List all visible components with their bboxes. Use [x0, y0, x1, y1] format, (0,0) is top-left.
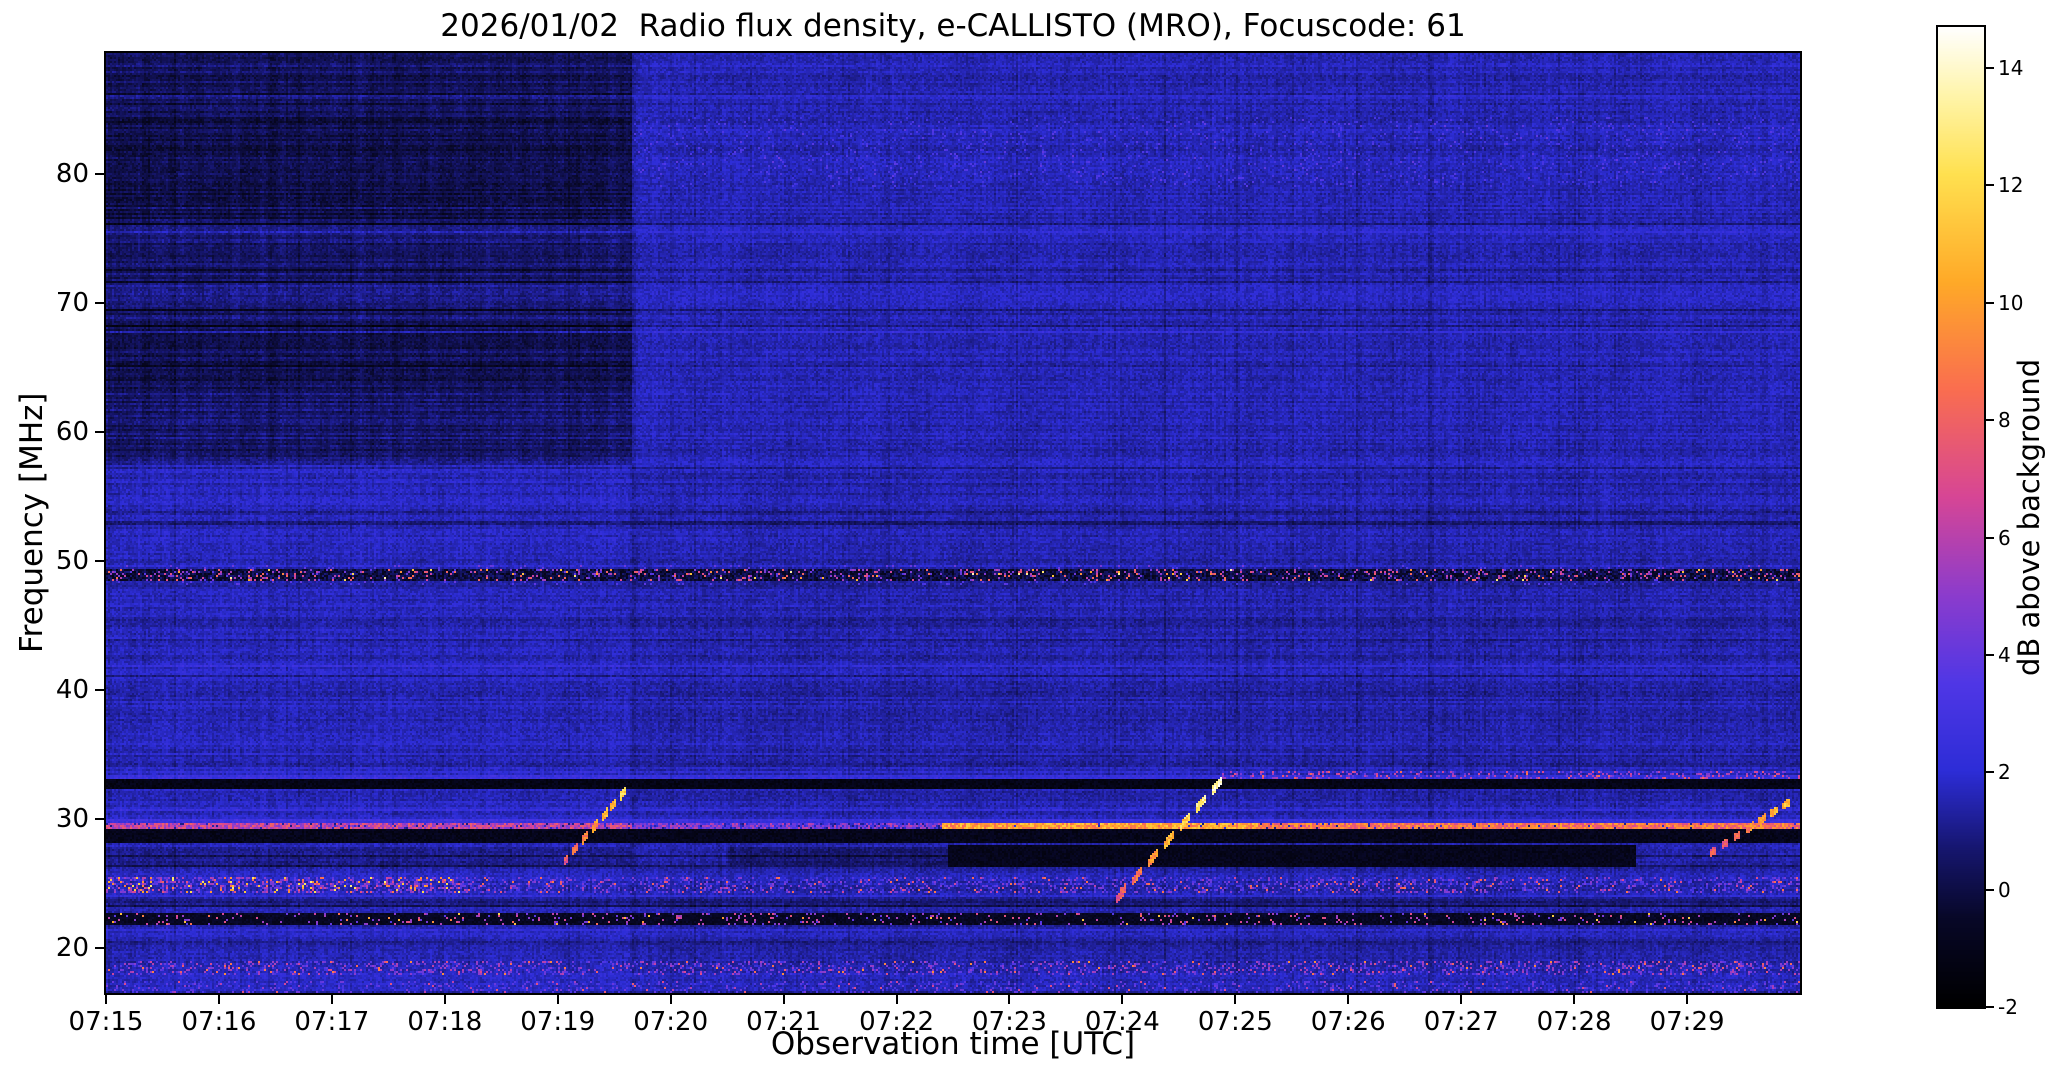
- colorbar: [1936, 25, 1986, 1009]
- y-tick-mark: [95, 688, 104, 691]
- y-tick-mark: [95, 431, 104, 434]
- x-tick-mark: [1008, 995, 1011, 1004]
- colorbar-tick-mark: [1986, 888, 1994, 891]
- x-tick-label: 07:17: [294, 1007, 370, 1037]
- colorbar-tick-mark: [1986, 301, 1994, 304]
- colorbar-label: dB above background: [2012, 358, 2046, 676]
- colorbar-tick-label: 8: [1998, 408, 2011, 433]
- colorbar-tick-mark: [1986, 184, 1994, 187]
- y-tick-label: 70: [55, 288, 89, 319]
- x-tick-mark: [443, 995, 446, 1004]
- x-tick-label: 07:23: [971, 1007, 1047, 1037]
- x-tick-label: 07:28: [1536, 1007, 1612, 1037]
- x-tick-mark: [1121, 995, 1124, 1004]
- x-tick-label: 07:25: [1197, 1007, 1273, 1037]
- x-tick-mark: [330, 995, 333, 1004]
- x-tick-mark: [556, 995, 559, 1004]
- colorbar-tick-mark: [1986, 771, 1994, 774]
- colorbar-canvas: [1938, 27, 1984, 1007]
- x-tick-label: 07:19: [520, 1007, 596, 1037]
- x-tick-mark: [217, 995, 220, 1004]
- colorbar-tick-label: 10: [1998, 290, 2024, 315]
- x-tick-label: 07:20: [633, 1007, 709, 1037]
- colorbar-tick-mark: [1986, 67, 1994, 70]
- x-tick-label: 07:22: [859, 1007, 934, 1037]
- y-tick-mark: [95, 946, 104, 949]
- y-tick-mark: [95, 817, 104, 820]
- x-tick-label: 07:26: [1310, 1007, 1386, 1037]
- x-tick-label: 07:24: [1084, 1007, 1160, 1037]
- colorbar-tick-label: 0: [1998, 877, 2011, 902]
- x-tick-label: 07:16: [181, 1007, 257, 1037]
- colorbar-tick-label: 14: [1998, 56, 2024, 81]
- colorbar-tick-label: 2: [1998, 760, 2011, 785]
- y-tick-label: 40: [55, 674, 89, 705]
- spectrogram-canvas: [106, 53, 1800, 993]
- colorbar-tick-label: -2: [1998, 995, 2018, 1019]
- colorbar-tick-label: 4: [1998, 642, 2011, 667]
- x-tick-mark: [1460, 995, 1463, 1004]
- x-tick-label: 07:18: [407, 1007, 483, 1037]
- plot-title: 2026/01/02 Radio flux density, e-CALLIST…: [440, 8, 1466, 44]
- x-tick-label: 07:15: [68, 1007, 144, 1037]
- x-tick-mark: [1234, 995, 1237, 1004]
- colorbar-tick-label: 6: [1998, 525, 2011, 550]
- y-tick-mark: [95, 560, 104, 563]
- x-tick-mark: [895, 995, 898, 1004]
- x-tick-mark: [669, 995, 672, 1004]
- x-tick-mark: [782, 995, 785, 1004]
- colorbar-tick-mark: [1986, 536, 1994, 539]
- colorbar-tick-label: 12: [1998, 173, 2024, 198]
- x-tick-mark: [1347, 995, 1350, 1004]
- x-tick-label: 07:21: [746, 1007, 822, 1037]
- y-tick-mark: [95, 173, 104, 176]
- x-tick-mark: [105, 995, 107, 1004]
- spectrogram-plot-area: [104, 51, 1802, 995]
- x-tick-label: 07:29: [1649, 1007, 1725, 1037]
- y-tick-mark: [95, 302, 104, 305]
- colorbar-tick-mark: [1986, 653, 1994, 656]
- x-tick-label: 07:27: [1423, 1007, 1499, 1037]
- y-tick-label: 80: [55, 159, 89, 190]
- x-tick-mark: [1573, 995, 1576, 1004]
- colorbar-tick-mark: [1986, 1006, 1994, 1008]
- y-tick-label: 50: [55, 546, 89, 577]
- x-axis-label: Observation time [UTC]: [770, 1026, 1136, 1062]
- colorbar-tick-mark: [1986, 419, 1994, 422]
- y-tick-label: 30: [55, 803, 89, 834]
- y-tick-label: 20: [55, 932, 89, 963]
- y-tick-label: 60: [55, 417, 89, 448]
- x-tick-mark: [1686, 995, 1689, 1004]
- y-axis-label: Frequency [MHz]: [14, 392, 50, 654]
